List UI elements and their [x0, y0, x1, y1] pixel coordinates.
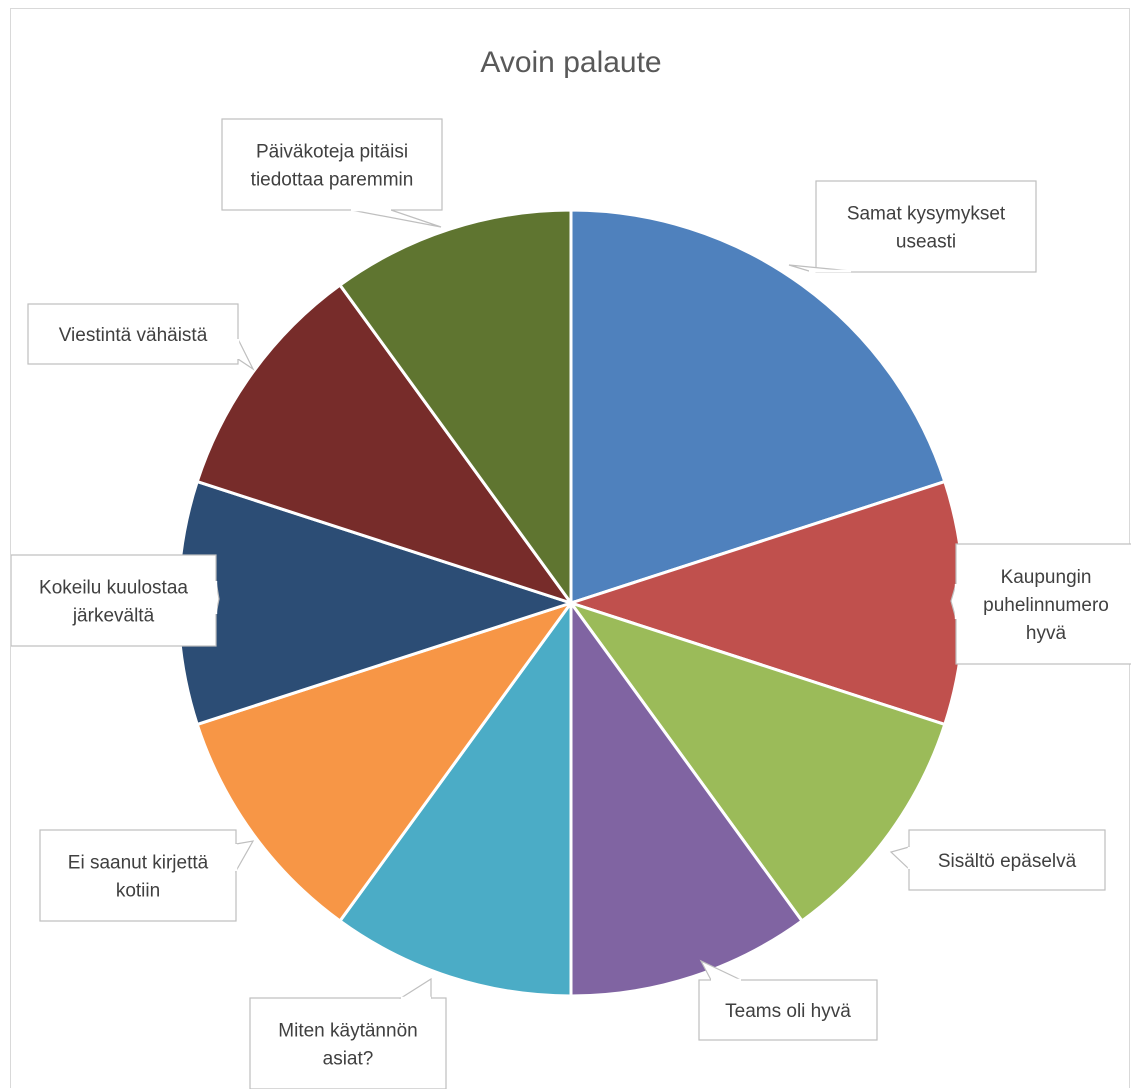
callout-label-line: Kokeilu kuulostaa	[39, 578, 188, 599]
callout-box	[11, 554, 217, 647]
data-label-callouts: Samat kysymykset useasti Kaupungin puhelinn…	[11, 118, 1131, 1089]
pie-slice	[569, 598, 805, 998]
callout-pointer	[235, 840, 255, 874]
callout-label-line: Kaupungin	[1001, 567, 1092, 588]
callout-label-line: asiat?	[323, 1049, 374, 1070]
callout-pointer	[237, 338, 255, 371]
callout-box	[908, 829, 1106, 891]
callout-label-line: Ei saanut kirjettä	[68, 853, 209, 874]
pie-chart: Avoin palaute Samat kysymykset useasti Kau…	[11, 46, 1131, 1089]
callout-label: Kaupungin puhelinnumero hyvä	[950, 543, 1131, 665]
callout-pointer	[350, 209, 442, 228]
callout-pointer	[889, 846, 910, 871]
callout-label-line: useasti	[896, 232, 956, 253]
pie-slices	[176, 208, 966, 998]
callout-label: Sisältö epäselvä	[889, 829, 1106, 891]
callout-label: Samat kysymykset useasti	[788, 180, 1037, 273]
callout-label-line: Teams oli hyvä	[725, 1001, 851, 1022]
callout-label-line: kotiin	[116, 881, 160, 902]
callout-label-line: puhelinnumero	[983, 595, 1109, 616]
pie-slice	[195, 282, 575, 606]
callout-box	[815, 180, 1037, 273]
callout-label-line: Päiväkoteja pitäisi	[256, 142, 408, 163]
callout-label: Viestintä vähäistä	[27, 303, 255, 371]
pie-slice	[337, 208, 573, 608]
callout-label: Päiväkoteja pitäisi tiedottaa paremmin	[221, 118, 443, 228]
chart-title: Avoin palaute	[480, 46, 661, 79]
callout-label-line: hyvä	[1026, 623, 1067, 644]
callout-label-line: Sisältö epäselvä	[938, 851, 1077, 872]
chart-area: Avoin palaute Samat kysymykset useasti Kau…	[10, 8, 1131, 1089]
callout-label-line: tiedottaa paremmin	[251, 170, 414, 191]
callout-label-line: Samat kysymykset	[847, 204, 1006, 225]
pie-slice	[337, 598, 573, 998]
pie-slice	[567, 600, 947, 924]
callout-box	[698, 979, 878, 1041]
callout-label-line: järkevältä	[72, 606, 155, 627]
pie-slice	[569, 208, 947, 606]
callout-label-line: Miten käytännön	[278, 1021, 417, 1042]
callout-label-line: Viestintä vähäistä	[59, 325, 208, 346]
callout-label: Ei saanut kirjettä kotiin	[39, 829, 255, 922]
callout-label: Miten käytännön asiat?	[249, 977, 447, 1089]
callout-box	[39, 829, 237, 922]
callout-pointer	[398, 977, 432, 999]
callout-box	[249, 997, 447, 1089]
callout-box	[27, 303, 239, 365]
callout-label: Teams oli hyvä	[698, 959, 878, 1041]
callout-box	[221, 118, 443, 211]
callout-label: Kokeilu kuulostaa järkevältä	[11, 554, 220, 647]
pie-slice	[195, 600, 575, 924]
